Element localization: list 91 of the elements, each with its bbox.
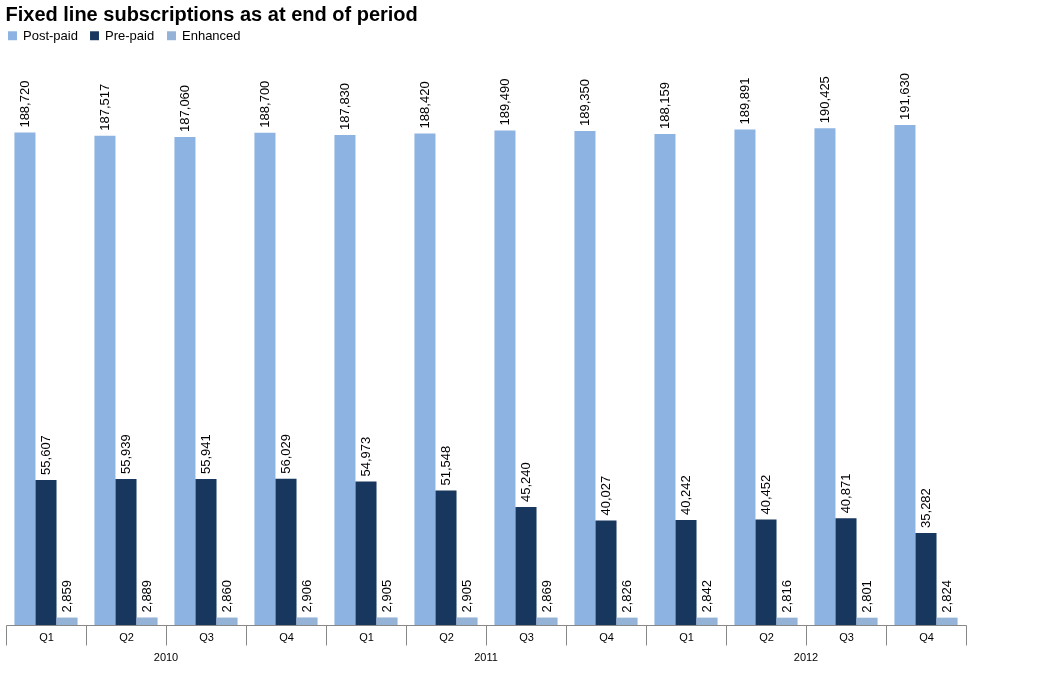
- bar: [376, 617, 398, 625]
- bar: [275, 478, 297, 625]
- bar: [435, 490, 457, 625]
- data-label: 2,816: [779, 580, 795, 613]
- x-tick-label: Q3: [199, 630, 214, 643]
- data-label: 187,517: [96, 83, 112, 131]
- bar: [696, 617, 718, 625]
- data-label: 2,906: [299, 579, 315, 613]
- x-tick-label: Q2: [439, 630, 454, 643]
- x-tick-label: Q3: [839, 630, 854, 643]
- bar: [195, 479, 217, 625]
- data-label: 187,060: [176, 84, 192, 132]
- bar: [616, 617, 638, 625]
- bar: [755, 519, 777, 625]
- data-label: 2,826: [619, 580, 635, 613]
- data-label: 2,842: [699, 580, 715, 613]
- bar: [115, 479, 137, 625]
- text: 2011: [474, 651, 498, 663]
- bar: [894, 125, 916, 625]
- bar: [94, 135, 116, 625]
- data-label: 40,027: [598, 475, 613, 516]
- data-label: 189,490: [496, 78, 512, 126]
- bar: [14, 132, 36, 625]
- bar: [254, 132, 276, 625]
- bar: [675, 520, 697, 625]
- x-tick-label: Q4: [279, 630, 294, 643]
- bar: [56, 617, 78, 625]
- x-tick-label: Q2: [119, 630, 134, 643]
- data-label: 2,905: [379, 579, 395, 613]
- text: 2012: [793, 651, 819, 663]
- bar: [654, 134, 676, 625]
- bar: [515, 506, 537, 625]
- x-tick-label: Q1: [359, 630, 374, 643]
- bar: [595, 520, 617, 625]
- bar: [574, 130, 596, 625]
- data-label: 188,720: [16, 80, 32, 128]
- bar: [35, 479, 57, 625]
- bar: [136, 617, 158, 625]
- legend-label: Post-paid: [23, 27, 78, 43]
- data-label: 188,420: [416, 81, 432, 129]
- bar: [536, 617, 558, 625]
- text: 2010: [153, 651, 179, 663]
- data-label: 51,548: [438, 445, 453, 486]
- data-label: 45,240: [518, 462, 533, 502]
- data-label: 187,830: [336, 82, 352, 130]
- data-label: 2,860: [219, 579, 235, 613]
- bar: [216, 617, 238, 625]
- bar: [296, 617, 318, 625]
- data-label: 189,350: [576, 78, 592, 126]
- x-tick-label: Q4: [919, 630, 934, 643]
- data-label: 55,939: [118, 434, 133, 475]
- data-label: 35,282: [918, 488, 933, 528]
- data-label: 190,425: [816, 76, 832, 124]
- data-label: 188,159: [656, 82, 672, 130]
- bar: [494, 130, 516, 625]
- data-label: 189,891: [736, 77, 752, 125]
- bar: [334, 134, 356, 625]
- x-tick-label: Q4: [599, 630, 614, 643]
- bar: [936, 617, 958, 625]
- data-label: 40,452: [758, 474, 773, 515]
- legend-label: Pre-paid: [105, 27, 155, 43]
- data-label: 54,973: [358, 436, 373, 477]
- data-label: 56,029: [278, 434, 293, 474]
- data-label: 40,242: [678, 475, 693, 515]
- x-tick-label: Q3: [519, 630, 534, 643]
- data-label: 2,889: [139, 579, 155, 613]
- data-label: 2,869: [539, 579, 555, 613]
- legend-label: Enhanced: [182, 27, 241, 43]
- bar: [915, 532, 937, 625]
- x-tick-label: Q2: [759, 630, 774, 643]
- data-label: 2,824: [939, 580, 955, 613]
- bar: [734, 129, 756, 625]
- data-label: 2,801: [859, 580, 875, 613]
- bar: [174, 136, 196, 625]
- data-label: 188,700: [256, 80, 272, 128]
- data-label: 2,905: [459, 579, 475, 613]
- chart-title: Fixed line subscriptions as at end of period: [5, 3, 418, 25]
- x-tick-label: Q1: [679, 630, 694, 643]
- bar: [814, 128, 836, 625]
- data-label: 55,941: [198, 434, 213, 475]
- x-tick-label: Q1: [39, 630, 54, 643]
- data-label: 2,859: [59, 579, 75, 613]
- data-label: 55,607: [38, 435, 53, 475]
- bar: [456, 617, 478, 625]
- bar: [355, 481, 377, 625]
- data-label: 40,871: [838, 473, 853, 514]
- bar: [856, 617, 878, 625]
- data-label: 191,630: [896, 73, 912, 120]
- bar: [835, 518, 857, 625]
- bar: [776, 617, 798, 625]
- bar: [414, 133, 436, 625]
